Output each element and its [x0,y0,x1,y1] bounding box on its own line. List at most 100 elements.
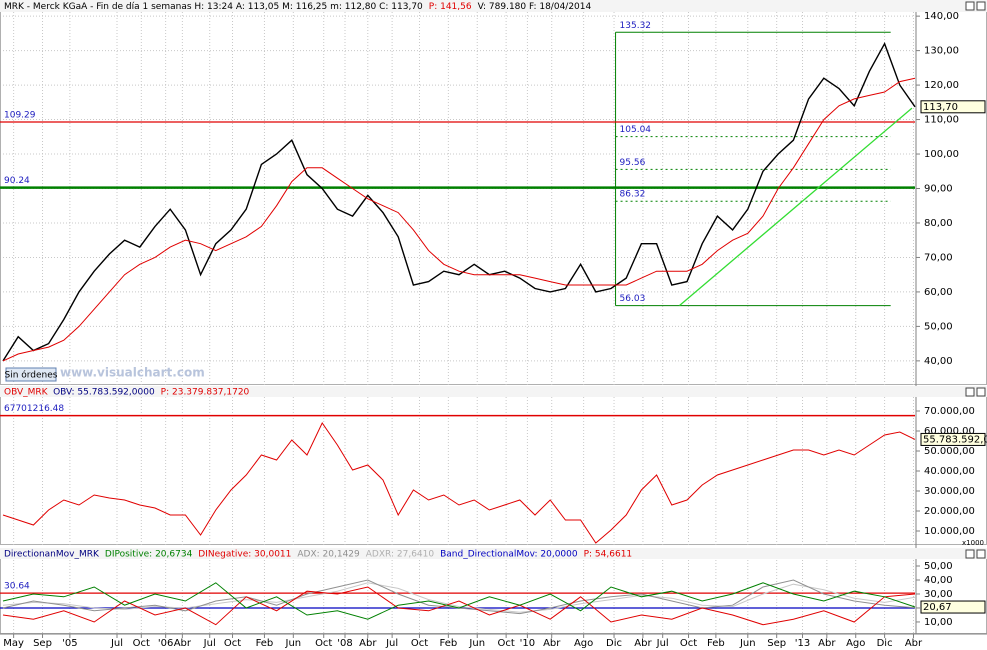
y-tick-label: 50.000,00 [924,446,975,457]
y-tick-label: 120,00 [924,80,959,91]
x-tick-label: Ago [574,638,593,649]
x-tick-label: Dic [606,638,622,649]
y-tick-label: 50,00 [924,321,953,332]
header-bar [0,0,987,12]
window-button[interactable] [976,387,986,397]
y-tick-label: 60,00 [924,287,953,298]
header-item: V: 789.180 F: 18/04/2014 [478,2,592,12]
current-value-label: 20,67 [923,602,952,613]
y-tick-label: 40.000,00 [924,466,975,477]
current-value-box [920,100,986,114]
y-tick-label: 80,00 [924,218,953,229]
x-tick-label: Jun [285,638,302,649]
x-tick-label: Abr [905,638,923,649]
x-tick-label: '10 [520,638,535,649]
y-tick-label: 30.000,00 [924,486,975,497]
x-tick-label: '06 [158,638,173,649]
fib-label: 86.32 [620,190,646,200]
x-tick-label: Abr [543,638,561,649]
x-tick-label: Jul [110,638,123,649]
header-item: DIPositive: 20,6734 [105,549,193,559]
x-tick-label: '08 [337,638,352,649]
button-label[interactable]: Sin órdenes [4,370,57,381]
x-tick-label: Jul [656,638,669,649]
x-tick-label: Abr [359,638,377,649]
header-item: OBV_MRK [4,387,49,397]
header-item: Band_DirectionalMov: 20,0000 [440,549,578,559]
current-value-box [920,600,986,614]
button[interactable] [5,367,57,382]
x-tick-label: Oct [497,638,514,649]
panel-header: DirectionanMov_MRK DIPositive: 20,6734 DIN… [4,549,632,559]
x-tick-label: Jun [739,638,756,649]
x-tick-label: '13 [795,638,810,649]
x-tick-label: Oct [133,638,150,649]
x-tick-label: Feb [707,638,725,649]
fib-label: 135.32 [620,21,652,31]
header-item: P: 141,56 [429,2,472,12]
current-value-label: 55.783.592,00 [923,434,987,445]
window-button[interactable] [965,1,975,11]
x-tick-label: Oct [411,638,428,649]
x-tick-label: Feb [256,638,274,649]
current-value-box [920,432,986,446]
line-label: 30.64 [4,582,30,592]
window-button[interactable] [976,1,986,11]
header-item: OBV: 55.783.592,0000 [53,387,155,397]
y-tick-label: 40,00 [924,356,953,367]
x-tick-label: Abr [818,638,836,649]
header-item: ADX: 20,1429 [297,549,360,559]
line-label: 90.24 [4,176,30,186]
series-line [2,586,916,626]
header-item: DirectionanMov_MRK [4,549,100,559]
x-tick-label: Oct [224,638,241,649]
x-tick-label: Jul [203,638,216,649]
series-line [2,42,916,362]
y-tick-label: 90,00 [924,184,953,195]
y-tick-label: 50,00 [924,561,953,572]
y-tick-label: 130,00 [924,46,959,57]
series-line [2,77,916,362]
unit-label: x1000 [962,539,984,547]
panel-header: MRK - Merck KGaA - Fin de día 1 semanas … [4,2,592,12]
window-button[interactable] [965,387,975,397]
x-tick-label: Jul [385,638,398,649]
header-bar [0,386,987,397]
x-tick-label: Dic [877,638,893,649]
x-tick-label: Sep [33,638,52,649]
header-item: ADXR: 27,6410 [366,549,435,559]
header-item: DINegative: 30,0011 [198,549,291,559]
x-tick-label: May [3,638,24,649]
window-button[interactable] [965,549,975,559]
trendline [678,107,913,307]
series-line [2,582,916,613]
y-tick-label: 60.000,00 [924,426,975,437]
window-buttons [965,1,986,559]
series-line [2,582,916,620]
x-tick-label: Oct [315,638,332,649]
y-tick-label: 10,00 [924,617,953,628]
y-tick-label: 30,00 [924,589,953,600]
window-button[interactable] [976,549,986,559]
y-tick-label: 10.000,00 [924,526,975,537]
fib-label: 105.04 [620,125,652,135]
header-bar [0,548,987,559]
y-tick-label: 140,00 [924,11,959,22]
line-label: 109.29 [4,111,36,121]
fib-label: 56.03 [620,294,646,304]
x-tick-label: Sep [767,638,786,649]
y-tick-label: 110,00 [924,115,959,126]
header-item: MRK - Merck KGaA - Fin de día 1 semanas … [4,2,423,12]
header-item: P: 54,6611 [584,549,633,559]
series-line [2,422,916,544]
current-value-label: 113,70 [923,102,958,113]
x-tick-label: '05 [62,638,77,649]
x-tick-label: Ago [846,638,865,649]
x-tick-label: Feb [440,638,458,649]
panel-header: OBV_MRK OBV: 55.783.592,0000 P: 23.379.837… [4,387,250,397]
header-item: P: 23.379.837,1720 [161,387,250,397]
watermark: www.visualchart.com [60,366,205,380]
